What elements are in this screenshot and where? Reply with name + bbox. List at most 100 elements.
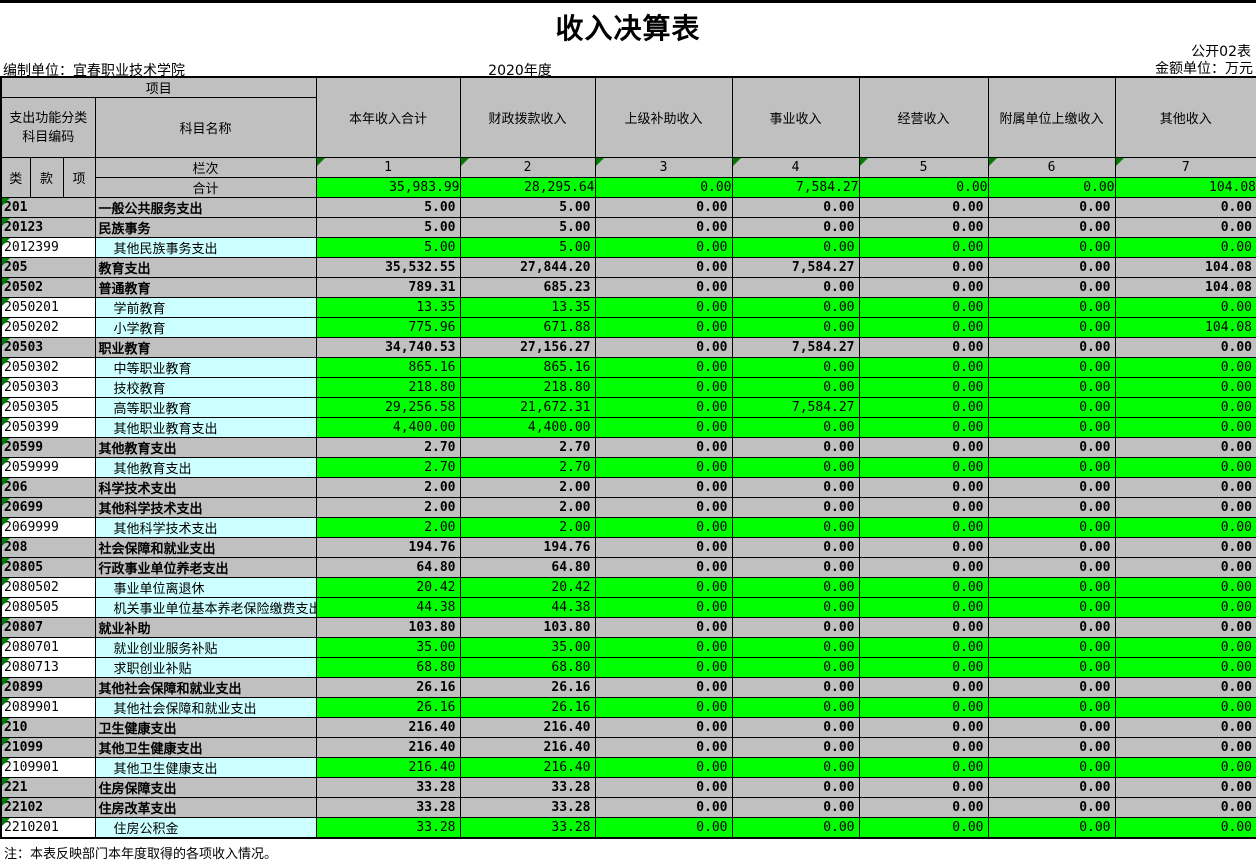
row-value-cell: 0.00 [987,337,1116,358]
row-name-cell: 其他社会保障和就业支出 [94,677,317,698]
row-code-cell: 2059999 [0,457,96,478]
row-value-cell: 0.00 [858,437,989,458]
row-value-cell: 0.00 [731,597,860,618]
row-value-cell: 0.00 [731,317,860,338]
table-row: 2109901 其他卫生健康支出 216.40 216.40 0.00 0.00 0.00 0… [0,757,1256,778]
row-value-cell: 33.28 [315,797,461,818]
row-value-cell: 20.42 [315,577,461,598]
footnote: 注：本表反映部门本年度取得的各项收入情况。 [4,847,278,862]
row-value-cell: 2.00 [315,477,461,498]
row-value-cell: 218.80 [315,377,461,398]
row-value-cell: 5.00 [459,217,596,238]
row-value-cell: 0.00 [731,217,860,238]
row-value-cell: 26.16 [459,677,596,698]
row-value-cell: 5.00 [315,237,461,258]
row-name-cell: 住房改革支出 [94,797,317,818]
header-code-label: 支出功能分类 科目编码 [0,97,96,158]
row-value-cell: 0.00 [731,517,860,538]
row-code-cell: 2210201 [0,817,96,839]
row-value-cell: 0.00 [731,577,860,598]
row-value-cell: 0.00 [858,237,989,258]
row-value-cell: 0.00 [731,357,860,378]
fiscal-year-label: 2020年度 [488,63,552,79]
row-value-cell: 216.40 [459,737,596,758]
table-row: 20123 民族事务 5.00 5.00 0.00 0.00 0.00 0.00 0.00 [0,217,1256,238]
row-value-cell: 0.00 [594,197,733,218]
row-value-cell: 0.00 [731,237,860,258]
header-col-superior-subsidy: 上级补助收入 [594,76,733,158]
row-name-cell: 行政事业单位养老支出 [94,557,317,578]
row-value-cell: 0.00 [1114,477,1256,498]
row-value-cell: 0.00 [731,677,860,698]
row-value-cell: 0.00 [858,817,989,839]
table-row: 20899 其他社会保障和就业支出 26.16 26.16 0.00 0.00 0.00 0.… [0,677,1256,698]
row-value-cell: 865.16 [315,357,461,378]
row-value-cell: 0.00 [858,777,989,798]
row-value-cell: 0.00 [858,717,989,738]
row-value-cell: 0.00 [731,277,860,298]
row-value-cell: 0.00 [1114,637,1256,658]
header-col-business: 经营收入 [858,76,989,158]
row-value-cell: 0.00 [731,457,860,478]
row-value-cell: 0.00 [1114,457,1256,478]
row-code-cell: 2089901 [0,697,96,718]
row-value-cell: 0.00 [858,457,989,478]
row-value-cell: 0.00 [731,417,860,438]
row-value-cell: 26.16 [315,697,461,718]
row-name-cell: 一般公共服务支出 [94,197,317,218]
row-value-cell: 0.00 [987,437,1116,458]
row-value-cell: 0.00 [1114,617,1256,638]
row-value-cell: 0.00 [858,397,989,418]
row-value-cell: 0.00 [987,537,1116,558]
row-value-cell: 0.00 [987,577,1116,598]
row-value-cell: 0.00 [594,717,733,738]
top-border-bar [0,0,1256,3]
row-value-cell: 0.00 [987,457,1116,478]
totals-label: 合计 [94,177,317,198]
row-value-cell: 5.00 [459,237,596,258]
row-value-cell: 0.00 [858,537,989,558]
row-value-cell: 0.00 [1114,437,1256,458]
row-value-cell: 0.00 [987,617,1116,638]
row-code-cell: 2050399 [0,417,96,438]
row-value-cell: 0.00 [1114,657,1256,678]
table-row: 221 住房保障支出 33.28 33.28 0.00 0.00 0.00 0.00 0.00 [0,777,1256,798]
row-value-cell: 0.00 [1114,697,1256,718]
header-col-number: 4 [731,157,860,178]
table-row: 201 一般公共服务支出 5.00 5.00 0.00 0.00 0.00 0.00 0.00 [0,197,1256,218]
row-value-cell: 0.00 [987,517,1116,538]
row-value-cell: 0.00 [858,557,989,578]
table-row: 2069999 其他科学技术支出 2.00 2.00 0.00 0.00 0.00 0.00 0… [0,517,1256,538]
row-value-cell: 29,256.58 [315,397,461,418]
row-name-cell: 科学技术支出 [94,477,317,498]
table-row: 2080701 就业创业服务补贴 35.00 35.00 0.00 0.00 0.00 0.0… [0,637,1256,658]
row-value-cell: 0.00 [731,757,860,778]
row-value-cell: 0.00 [987,757,1116,778]
row-value-cell: 0.00 [594,457,733,478]
table-row: 2080713 求职创业补贴 68.80 68.80 0.00 0.00 0.00 0.00 0… [0,657,1256,678]
row-value-cell: 0.00 [858,197,989,218]
row-name-cell: 技校教育 [94,377,317,398]
row-value-cell: 35.00 [459,637,596,658]
row-value-cell: 0.00 [1114,777,1256,798]
totals-value-cell: 35,983.99 [315,177,461,198]
row-name-cell: 高等职业教育 [94,397,317,418]
row-value-cell: 68.80 [315,657,461,678]
table-row: 20503 职业教育 34,740.53 27,156.27 0.00 7,584.27 0… [0,337,1256,358]
row-value-cell: 0.00 [1114,597,1256,618]
row-value-cell: 0.00 [858,497,989,518]
row-value-cell: 0.00 [858,697,989,718]
row-value-cell: 2.00 [315,517,461,538]
totals-value-cell: 7,584.27 [731,177,860,198]
row-value-cell: 0.00 [1114,577,1256,598]
header-col-current-year-total: 本年收入合计 [315,76,461,158]
row-value-cell: 13.35 [459,297,596,318]
header-col-number: 1 [315,157,461,178]
totals-value-cell: 28,295.64 [459,177,596,198]
row-value-cell: 0.00 [594,397,733,418]
header-code-col-item: 款 [29,157,64,198]
table-row: 2210201 住房公积金 33.28 33.28 0.00 0.00 0.00 0.00 0.… [0,817,1256,839]
row-value-cell: 194.76 [315,537,461,558]
row-value-cell: 44.38 [315,597,461,618]
row-name-cell: 卫生健康支出 [94,717,317,738]
